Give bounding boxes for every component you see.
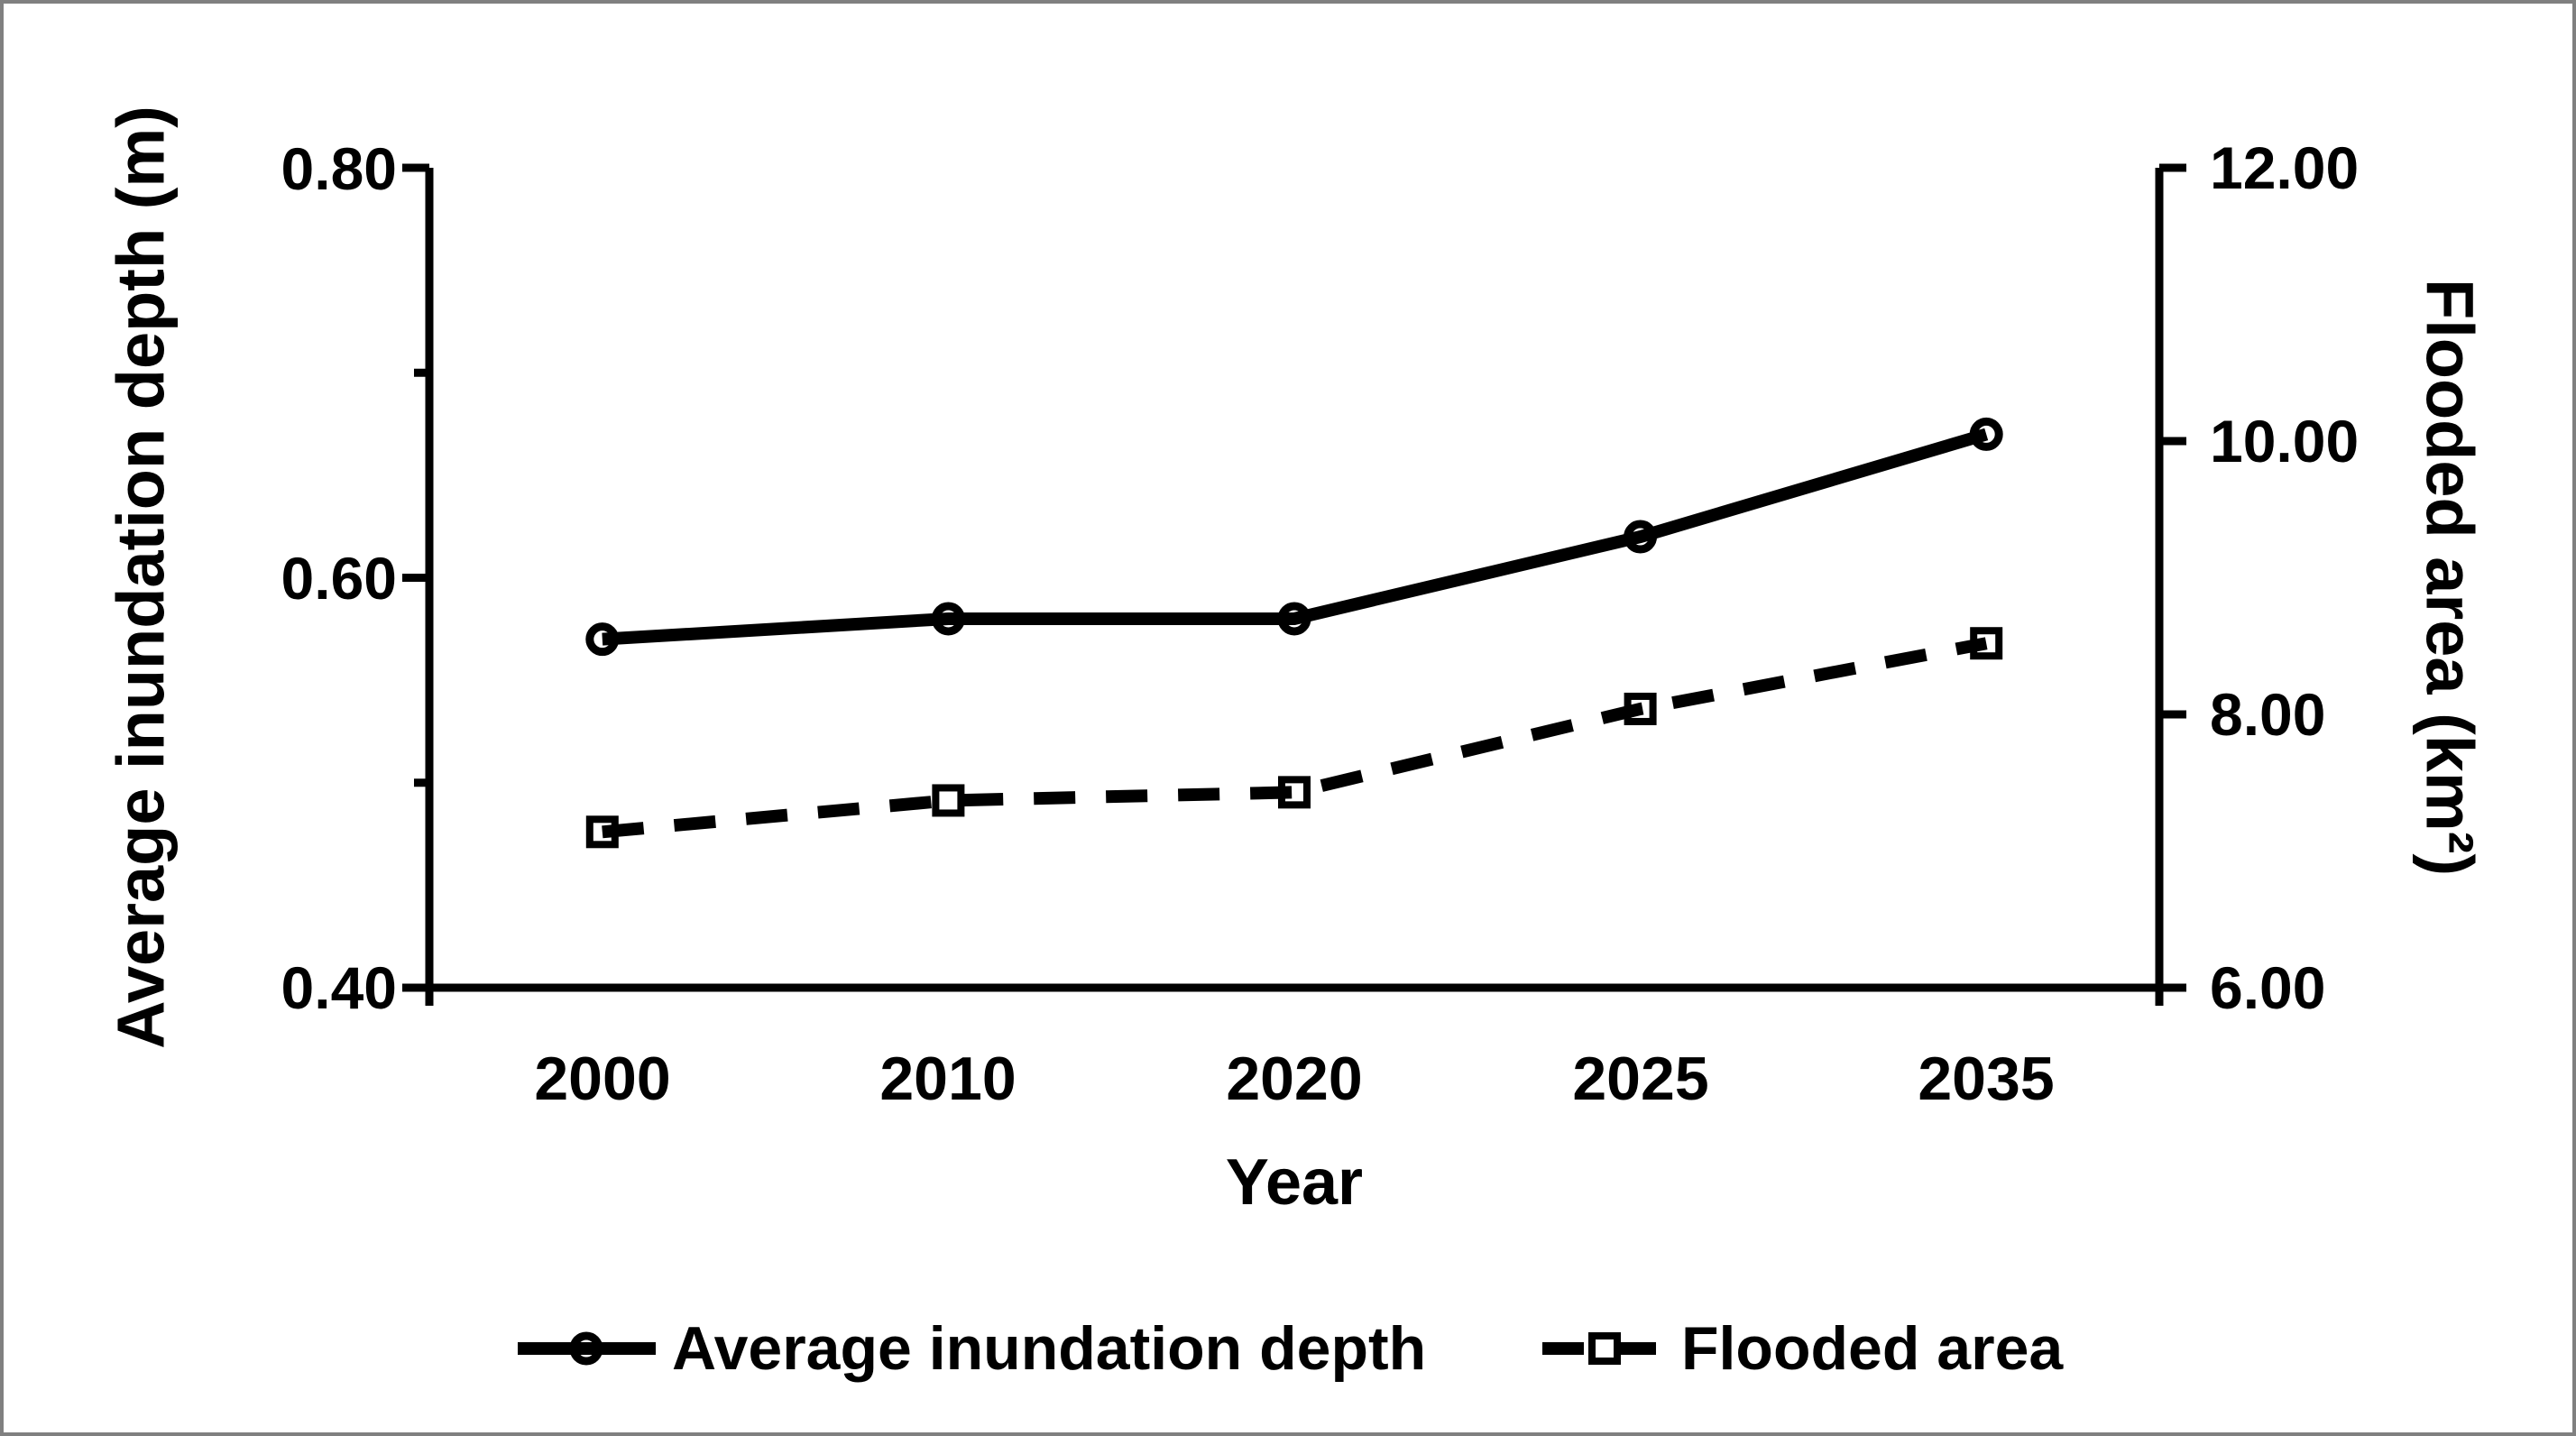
x-axis-title: Year: [1226, 1146, 1363, 1219]
right-axis-tick-1200: 12.00: [2210, 134, 2359, 201]
legend-depth-circle-marker-icon: [569, 1331, 603, 1366]
inundation-depth-circle-marker: [1277, 602, 1311, 636]
left-axis-tick-040: 0.40: [281, 954, 397, 1021]
x-tick-2010: 2010: [879, 1045, 1016, 1113]
flooded-area-dashed-line: [602, 637, 1988, 839]
left-axis-tick-080: 0.80: [281, 135, 397, 202]
dual-axis-line-chart: 0.80 0.60 0.40 12.00 10.00 8.00 6.00 200…: [104, 106, 2488, 1383]
right-axis-tick-600: 6.00: [2210, 954, 2325, 1021]
left-axis-title: Average inundation depth (m): [104, 106, 179, 1049]
right-axis-title: Flooded area (km²): [2413, 279, 2488, 876]
legend-item-area: Flooded area: [1542, 1314, 2064, 1383]
inundation-depth-circle-marker: [931, 602, 965, 636]
flooded-area-markers: [585, 627, 2003, 849]
inundation-depth-circle-marker: [1969, 417, 2003, 451]
inundation-depth-solid-line: [602, 428, 1989, 646]
x-tick-2020: 2020: [1226, 1045, 1362, 1113]
left-axis-tick-060: 0.60: [281, 545, 397, 612]
legend: Average inundation depth Flooded area: [518, 1314, 2064, 1383]
series-layer: [585, 417, 2003, 849]
x-tick-2025: 2025: [1572, 1045, 1708, 1113]
axes-layer: [402, 163, 2186, 1006]
legend-depth-label: Average inundation depth: [672, 1314, 1426, 1383]
inundation-depth-circle-marker: [1624, 520, 1658, 554]
legend-area-label: Flooded area: [1681, 1314, 2064, 1383]
x-tick-2035: 2035: [1918, 1045, 2054, 1113]
inundation-depth-circle-marker: [585, 622, 620, 657]
legend-item-depth: Average inundation depth: [518, 1314, 1426, 1383]
inundation-depth-markers: [585, 417, 2003, 657]
right-axis-tick-800: 8.00: [2210, 681, 2325, 748]
right-axis-tick-1000: 10.00: [2210, 408, 2359, 474]
x-tick-2000: 2000: [534, 1045, 670, 1113]
legend-area-square-marker-icon: [1588, 1332, 1621, 1365]
flooded-area-square-marker: [932, 784, 965, 817]
